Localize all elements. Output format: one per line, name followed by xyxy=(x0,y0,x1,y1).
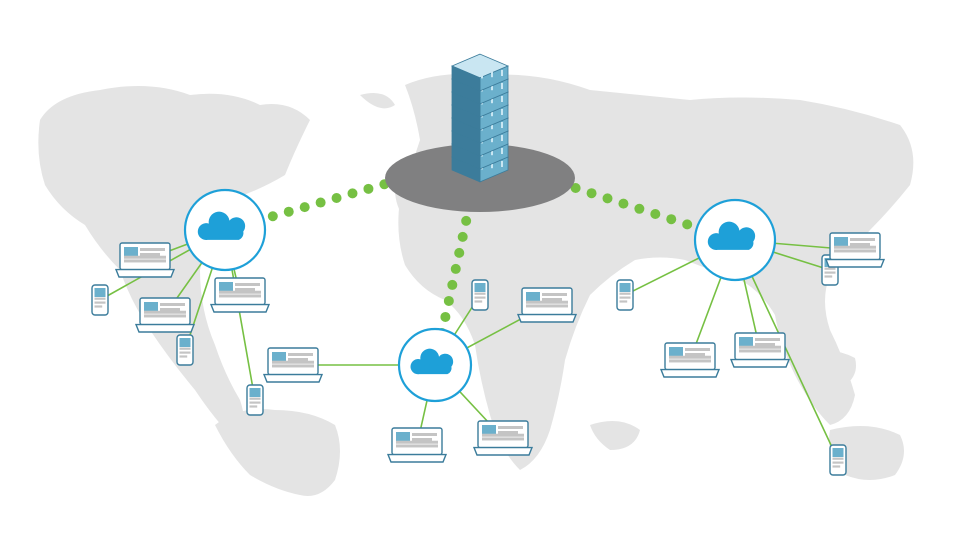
dotted-link-dot xyxy=(348,188,358,198)
device-laptop-icon xyxy=(388,428,446,462)
device-laptop-icon xyxy=(731,333,789,367)
dotted-link-dot xyxy=(666,214,676,224)
device-phone-icon xyxy=(247,385,263,415)
dotted-link-dot xyxy=(451,264,461,274)
dotted-link-dot xyxy=(461,216,471,226)
device-laptop-icon xyxy=(518,288,576,322)
cdn-right: CDN xyxy=(695,200,775,280)
cdn-label: CDN xyxy=(210,226,239,241)
dotted-link-dot xyxy=(316,198,326,208)
map-landmass-6 xyxy=(590,421,640,450)
diagram-svg: CDN CDN CDN xyxy=(0,0,960,540)
device-phone-icon xyxy=(830,445,846,475)
map-landmass-2 xyxy=(360,93,395,108)
dotted-link-dot xyxy=(682,219,692,229)
dotted-link-dot xyxy=(447,280,457,290)
cdn-left: CDN xyxy=(185,190,265,270)
dotted-link-dot xyxy=(618,199,628,209)
dotted-link-dot xyxy=(444,296,454,306)
device-laptop-icon xyxy=(474,421,532,455)
dotted-link-dot xyxy=(268,211,278,221)
map-landmass-0 xyxy=(38,86,310,440)
device-phone-icon xyxy=(472,280,488,310)
cdn-label: CDN xyxy=(422,361,449,375)
device-laptop-icon xyxy=(136,298,194,332)
dotted-link-dot xyxy=(634,204,644,214)
device-laptop-icon xyxy=(661,343,719,377)
cdn-center: CDN xyxy=(399,329,471,401)
cdn-label: CDN xyxy=(720,236,749,251)
cdn-network-diagram: CDN CDN CDN xyxy=(0,0,960,540)
dotted-link-dot xyxy=(587,188,597,198)
dotted-link-dot xyxy=(363,184,373,194)
device-phone-icon xyxy=(177,335,193,365)
device-laptop-icon xyxy=(211,278,269,312)
device-laptop-icon xyxy=(264,348,322,382)
device-phone-icon xyxy=(92,285,108,315)
dotted-link-dot xyxy=(332,193,342,203)
map-landmass-1 xyxy=(215,409,340,496)
dotted-link-dot xyxy=(284,207,294,217)
dotted-link-dot xyxy=(603,193,613,203)
dotted-link-dot xyxy=(650,209,660,219)
dotted-link-dot xyxy=(458,232,468,242)
dotted-link-dot xyxy=(454,248,464,258)
dotted-link-dot xyxy=(300,202,310,212)
device-laptop-icon xyxy=(826,233,884,267)
device-phone-icon xyxy=(617,280,633,310)
dotted-link-dot xyxy=(440,312,450,322)
device-laptop-icon xyxy=(116,243,174,277)
